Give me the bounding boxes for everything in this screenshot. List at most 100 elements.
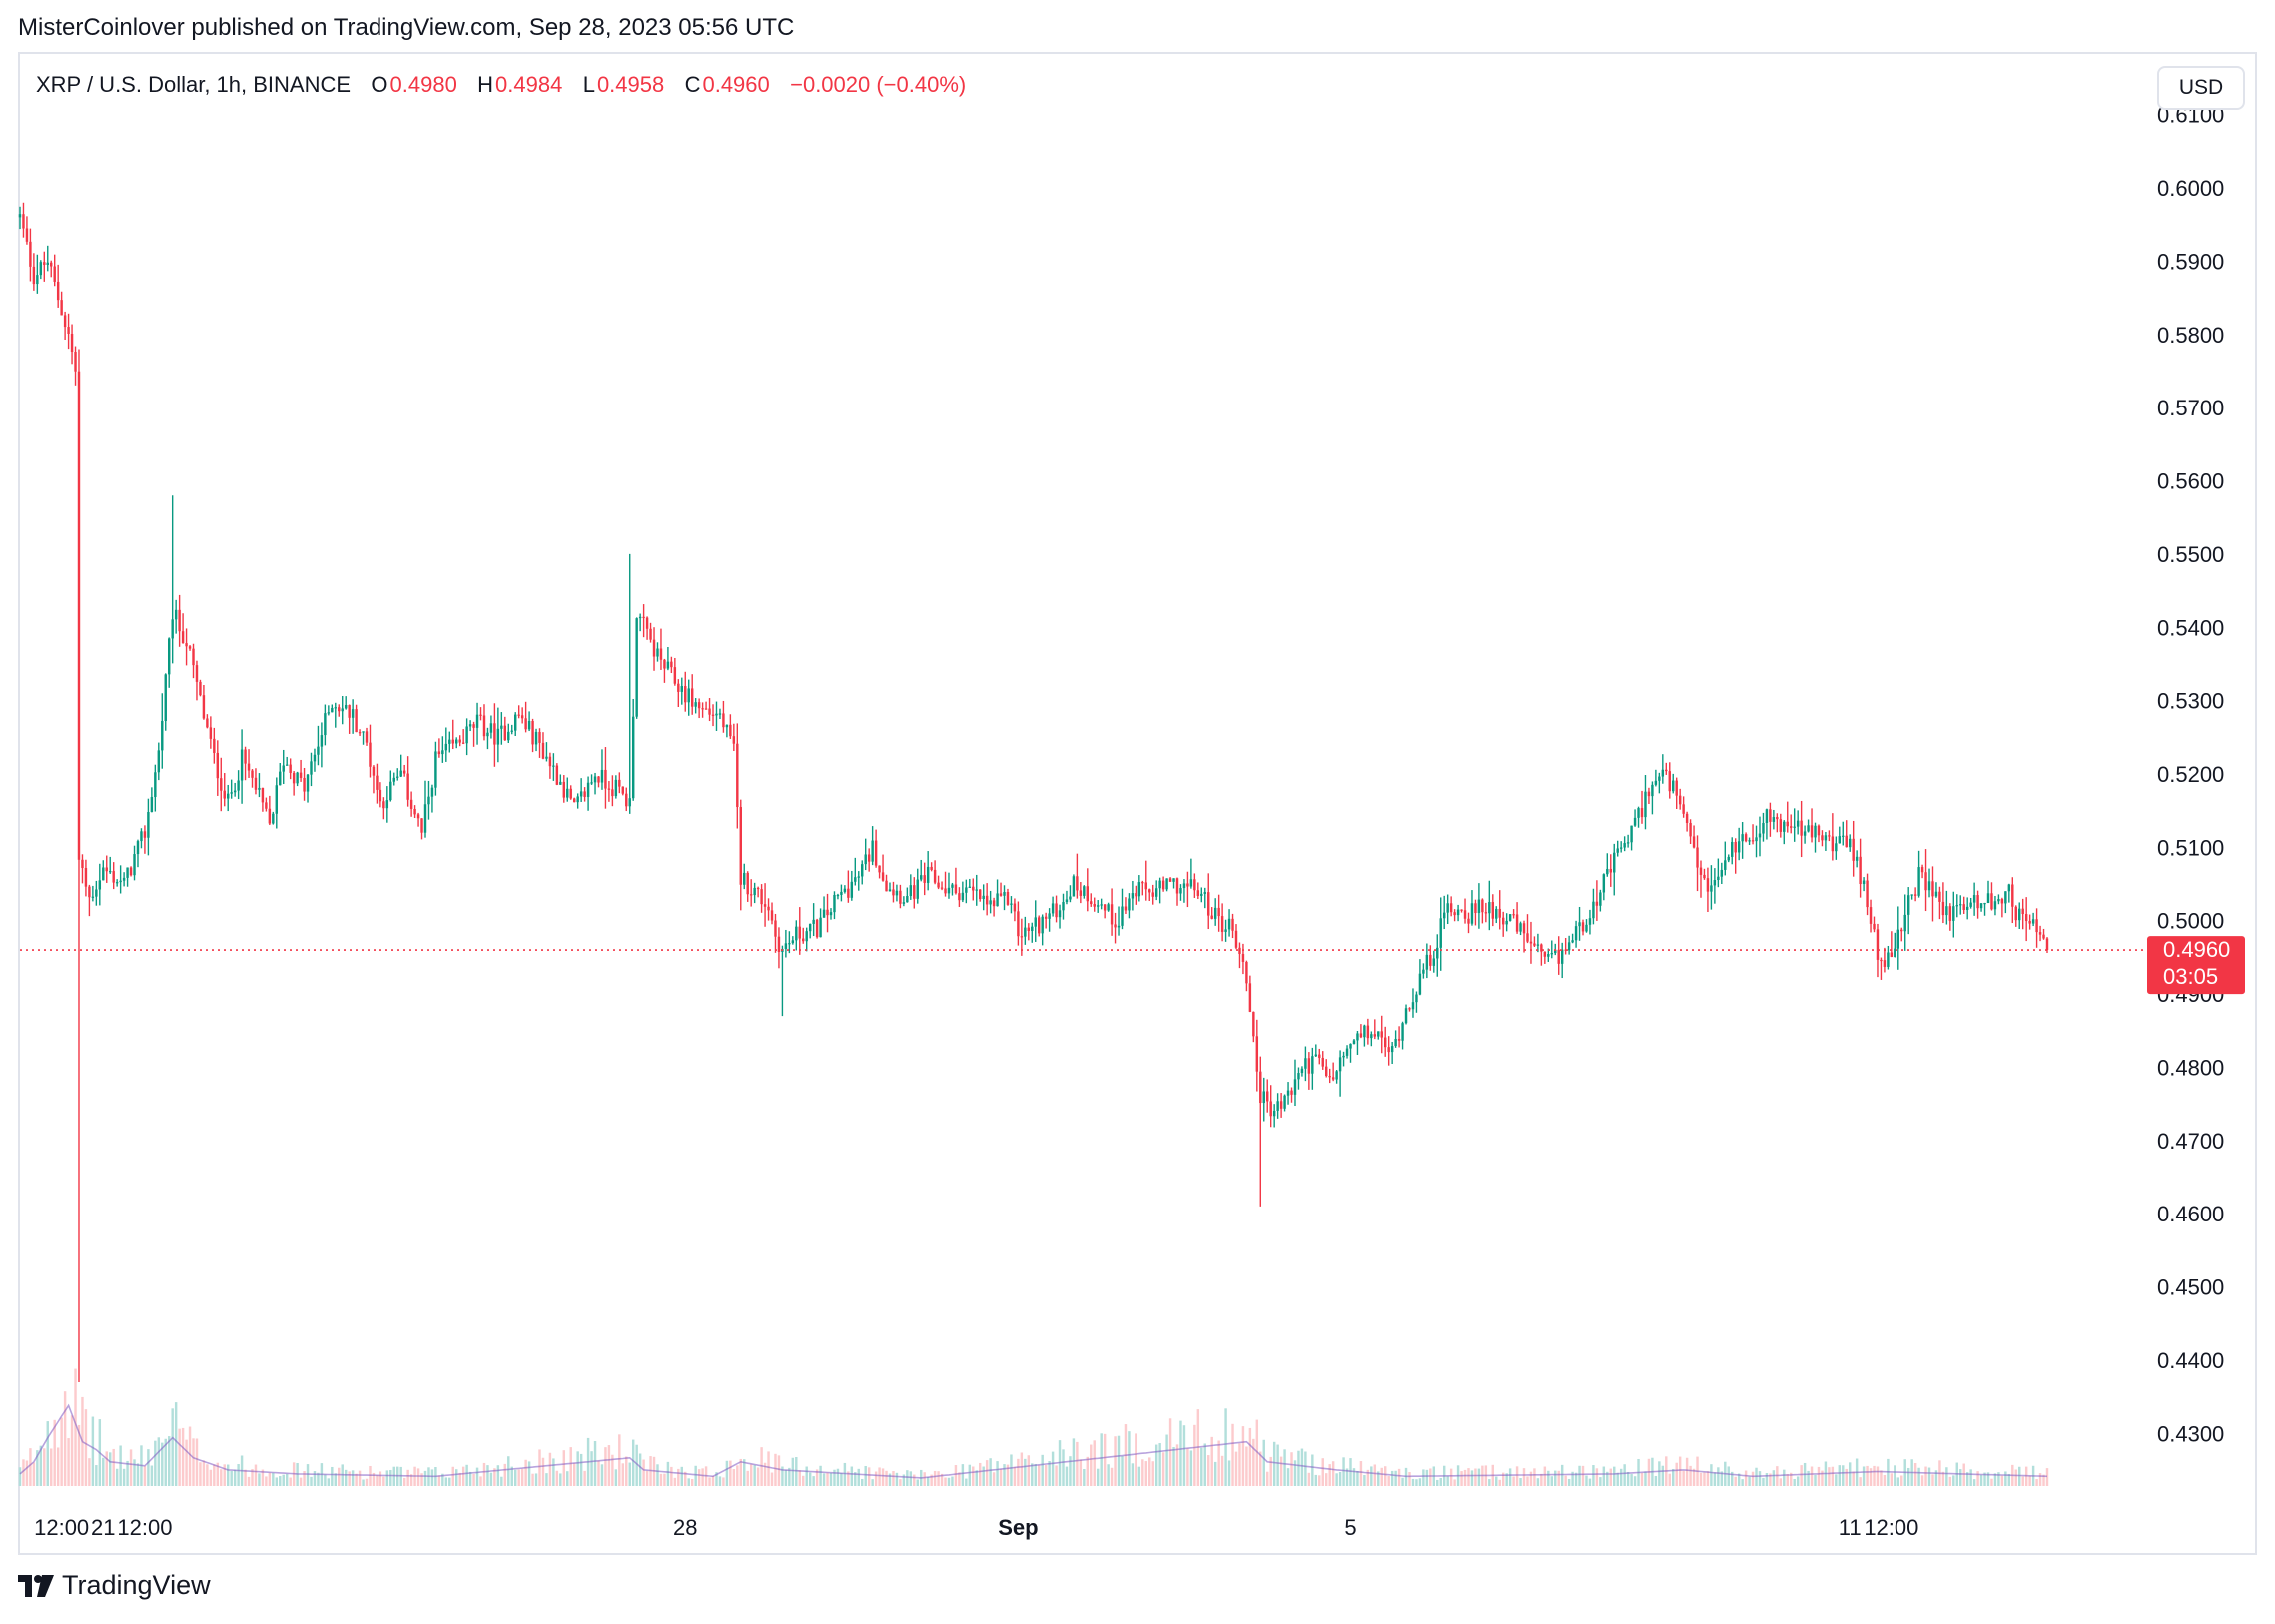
volume-bar <box>576 1451 579 1486</box>
volume-bar <box>1595 1468 1599 1486</box>
volume-bar <box>1158 1443 1161 1486</box>
tradingview-logo[interactable]: TradingView <box>18 1570 211 1601</box>
volume-bar <box>1131 1463 1135 1486</box>
candle-body <box>1696 847 1699 868</box>
volume-bar <box>524 1459 527 1486</box>
candle-body <box>614 779 618 797</box>
candle-body <box>923 875 926 883</box>
symbol-title[interactable]: XRP / U.S. Dollar, 1h, BINANCE <box>36 72 352 97</box>
candle-body <box>881 872 885 881</box>
candle-body <box>878 865 881 873</box>
volume-bar <box>1477 1468 1481 1486</box>
volume-bar <box>822 1473 826 1486</box>
candle-body <box>1501 917 1505 925</box>
candle-body <box>500 725 503 729</box>
candle-body <box>666 661 670 669</box>
volume-bar <box>299 1477 303 1486</box>
volume-bar <box>306 1464 310 1486</box>
candle-body <box>638 616 642 619</box>
volume-bar <box>451 1466 454 1486</box>
candle-body <box>1141 882 1144 884</box>
low-value: 0.4958 <box>596 72 665 97</box>
candle-body <box>265 802 268 809</box>
candle-body <box>1554 949 1557 954</box>
volume-bar <box>1890 1473 1894 1486</box>
candle-body <box>1411 1002 1415 1010</box>
volume-bar <box>2035 1479 2038 1486</box>
candle-body <box>604 769 607 789</box>
candle-body <box>1283 1095 1286 1109</box>
candle-body <box>784 943 788 949</box>
volume-bar <box>958 1472 961 1486</box>
candle-countdown: 03:05 <box>2163 964 2218 989</box>
price-tick-label: 0.4400 <box>2157 1348 2224 1373</box>
volume-bar <box>1710 1464 1713 1486</box>
volume-bar <box>1606 1471 1609 1486</box>
volume-bar <box>1331 1461 1335 1486</box>
candle-body <box>1647 791 1651 797</box>
candle-body <box>1331 1077 1335 1080</box>
volume-bar <box>1883 1474 1887 1486</box>
candle-body <box>1529 941 1533 944</box>
volume-bar <box>230 1470 233 1486</box>
volume-bar <box>538 1449 541 1486</box>
volume-bar <box>1658 1461 1661 1486</box>
volume-bar <box>968 1464 972 1486</box>
candle-body <box>1986 893 1990 903</box>
candle-body <box>74 352 77 372</box>
candle-body <box>188 646 192 649</box>
candle-body <box>527 720 531 730</box>
volume-bar <box>1128 1431 1131 1486</box>
candle-body <box>940 887 944 889</box>
volume-bar <box>1096 1468 1100 1486</box>
candle-body <box>545 756 548 759</box>
change-value: −0.0020 (−0.40%) <box>790 72 967 97</box>
volume-bar <box>621 1463 625 1486</box>
candle-body <box>461 742 465 744</box>
candle-body <box>67 327 70 334</box>
volume-bar <box>1997 1472 2000 1486</box>
volume-bar <box>1072 1438 1076 1486</box>
volume-bar <box>874 1471 878 1486</box>
volume-bar <box>167 1436 171 1486</box>
volume-bar <box>1828 1467 1831 1486</box>
candle-body <box>213 738 216 753</box>
candle-body <box>1200 893 1203 896</box>
volume-bar <box>864 1465 867 1486</box>
candle-body <box>965 887 968 893</box>
volume-bar <box>597 1460 600 1486</box>
candle-body <box>334 707 337 709</box>
candle-body <box>1810 825 1814 838</box>
candle-body <box>1415 994 1418 1003</box>
candle-body <box>358 732 362 734</box>
candle-body <box>164 674 167 721</box>
candle-body <box>1578 922 1581 927</box>
candle-body <box>1370 1034 1373 1039</box>
candle-body <box>1983 902 1986 905</box>
candle-body <box>1425 954 1429 970</box>
candle-body <box>150 797 154 813</box>
volume-bar <box>1941 1471 1945 1486</box>
volume-bar <box>1609 1468 1612 1486</box>
volume-bar <box>1168 1418 1172 1486</box>
volume-bar <box>1993 1473 1997 1486</box>
currency-button[interactable]: USD <box>2157 66 2245 110</box>
candle-body <box>1210 915 1213 919</box>
chart-frame[interactable] <box>18 52 2257 1555</box>
candle-body <box>1498 908 1501 918</box>
candle-body <box>2000 899 2004 904</box>
candle-body <box>1772 817 1776 822</box>
volume-bar <box>729 1460 732 1486</box>
candle-body <box>871 840 874 862</box>
volume-bar <box>1900 1475 1903 1486</box>
price-axis[interactable]: 0.61000.60000.59000.58000.57000.56000.55… <box>2157 103 2224 1447</box>
volume-bar <box>1931 1474 1934 1486</box>
candle-body <box>185 643 188 647</box>
price-tick-label: 0.4700 <box>2157 1129 2224 1154</box>
candle-body <box>240 749 244 781</box>
candle-body <box>1609 868 1612 873</box>
high-value: 0.4984 <box>495 72 563 97</box>
candle-body <box>369 742 372 767</box>
